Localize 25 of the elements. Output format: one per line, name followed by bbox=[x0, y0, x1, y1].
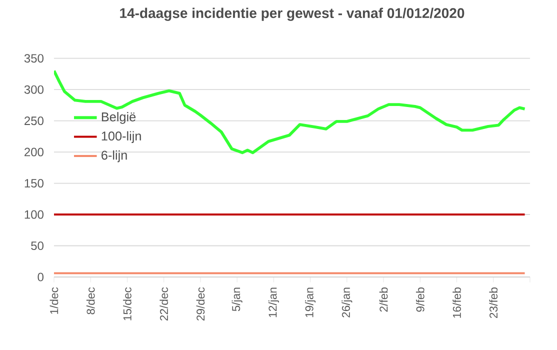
y-tick-label: 200 bbox=[24, 148, 44, 156]
x-tick-label: 5/jan bbox=[232, 288, 242, 312]
x-tick-label: 8/dec bbox=[86, 287, 95, 314]
y-tick-label: 250 bbox=[24, 116, 44, 126]
y-tick-label: 50 bbox=[31, 242, 44, 250]
y-tick-label: 350 bbox=[24, 54, 44, 63]
y-tick-label: 150 bbox=[24, 179, 44, 188]
y-tick-label: 100 bbox=[24, 210, 44, 219]
legend-label: 6-lijn bbox=[102, 150, 127, 162]
x-tick-label: 23/feb bbox=[489, 288, 498, 318]
legend-label: België bbox=[102, 112, 136, 124]
legend-label: 100-lijn bbox=[102, 131, 141, 144]
x-tick-label: 26/jan bbox=[342, 288, 352, 318]
x-tick-label: 9/feb bbox=[416, 288, 424, 312]
x-tick-label: 16/feb bbox=[452, 288, 461, 318]
y-tick-label: 0 bbox=[38, 272, 44, 282]
y-tick-label: 300 bbox=[24, 85, 44, 94]
x-tick-label: 22/dec bbox=[160, 287, 168, 321]
x-tick-label: 2/feb bbox=[379, 288, 388, 312]
x-tick-label: 15/dec bbox=[123, 287, 132, 320]
x-tick-label: 19/jan bbox=[305, 288, 316, 318]
x-tick-label: 12/jan bbox=[268, 288, 279, 318]
x-tick-label: 29/dec bbox=[196, 287, 205, 321]
chart-title: 14-daagse incidentie per gewest - vanaf 01/012/2020 bbox=[120, 8, 464, 21]
x-tick-label: 1/dec bbox=[50, 287, 58, 314]
